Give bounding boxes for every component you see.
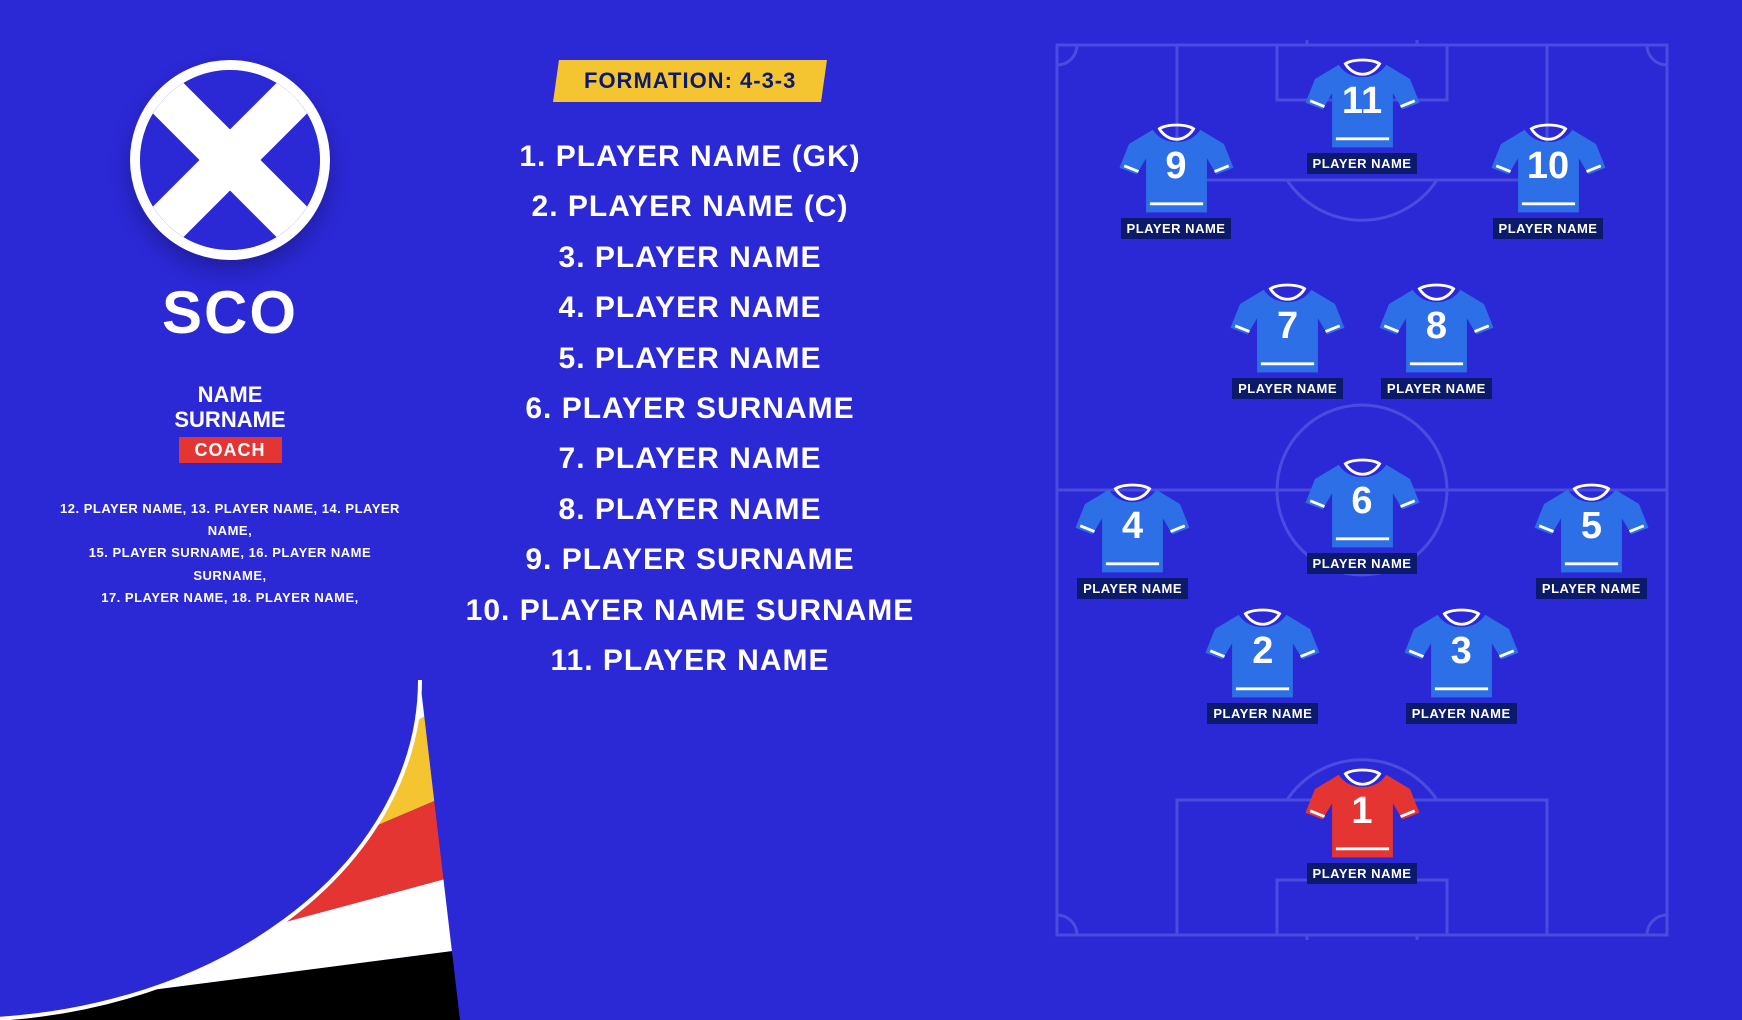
pitch-player-label: PLAYER NAME	[1307, 153, 1418, 174]
jersey-number: 7	[1230, 305, 1345, 348]
jersey-number: 9	[1119, 145, 1234, 188]
pitch-player-label: PLAYER NAME	[1381, 378, 1492, 399]
coach-name-block: NAME SURNAME COACH	[60, 382, 400, 463]
pitch-player-5: 5 PLAYER NAME	[1526, 485, 1656, 599]
jersey-icon: 4	[1075, 485, 1190, 580]
lineup-item: 9. PLAYER SURNAME	[430, 535, 950, 585]
lineup-item: 2. PLAYER NAME (C)	[430, 182, 950, 232]
jersey-number: 3	[1404, 630, 1519, 673]
pitch-player-4: 4 PLAYER NAME	[1068, 485, 1198, 599]
jersey-icon: 11	[1305, 60, 1420, 155]
country-code: SCO	[60, 278, 400, 347]
lineup-item: 10. PLAYER NAME SURNAME	[430, 586, 950, 636]
subs-line: 15. PLAYER SURNAME, 16. PLAYER NAME SURN…	[60, 542, 400, 586]
pitch-player-label: PLAYER NAME	[1307, 863, 1418, 884]
jersey-icon: 9	[1119, 125, 1234, 220]
jersey-number: 5	[1534, 505, 1649, 548]
formation-badge: FORMATION: 4-3-3	[553, 60, 827, 102]
pitch-diagram: 11 PLAYER NAME 9 PLAYER NAME 10 PLAYER N…	[1052, 40, 1672, 940]
lineup-item: 3. PLAYER NAME	[430, 233, 950, 283]
pitch-player-label: PLAYER NAME	[1493, 218, 1604, 239]
pitch-player-11: 11 PLAYER NAME	[1297, 60, 1427, 174]
jersey-icon: 7	[1230, 285, 1345, 380]
jersey-number: 4	[1075, 505, 1190, 548]
jersey-icon: 8	[1379, 285, 1494, 380]
pitch-player-label: PLAYER NAME	[1077, 578, 1188, 599]
lineup-item: 1. PLAYER NAME (GK)	[430, 132, 950, 182]
lineup-panel: FORMATION: 4-3-3 1. PLAYER NAME (GK)2. P…	[430, 60, 950, 686]
jersey-icon: 6	[1305, 460, 1420, 555]
jersey-number: 10	[1491, 145, 1606, 188]
jersey-number: 11	[1305, 80, 1420, 123]
lineup-item: 11. PLAYER NAME	[430, 636, 950, 686]
jersey-icon: 1	[1305, 770, 1420, 865]
lineup-item: 4. PLAYER NAME	[430, 283, 950, 333]
lineup-item: 8. PLAYER NAME	[430, 485, 950, 535]
coach-surname: SURNAME	[60, 407, 400, 432]
jersey-number: 2	[1205, 630, 1320, 673]
jersey-icon: 2	[1205, 610, 1320, 705]
pitch-player-3: 3 PLAYER NAME	[1396, 610, 1526, 724]
team-flag	[130, 60, 330, 260]
jersey-icon: 3	[1404, 610, 1519, 705]
pitch-player-label: PLAYER NAME	[1307, 553, 1418, 574]
pitch-player-2: 2 PLAYER NAME	[1198, 610, 1328, 724]
pitch-player-1: 1 PLAYER NAME	[1297, 770, 1427, 884]
pitch-player-label: PLAYER NAME	[1232, 378, 1343, 399]
subs-line: 17. PLAYER NAME, 18. PLAYER NAME,	[60, 587, 400, 609]
jersey-number: 1	[1305, 790, 1420, 833]
pitch-player-label: PLAYER NAME	[1406, 703, 1517, 724]
jersey-icon: 10	[1491, 125, 1606, 220]
coach-first-name: NAME	[60, 382, 400, 407]
decorative-rays	[0, 640, 460, 1020]
lineup-item: 7. PLAYER NAME	[430, 434, 950, 484]
pitch-player-10: 10 PLAYER NAME	[1483, 125, 1613, 239]
jersey-number: 8	[1379, 305, 1494, 348]
formation-text: FORMATION: 4-3-3	[584, 68, 796, 94]
pitch-player-label: PLAYER NAME	[1207, 703, 1318, 724]
lineup-item: 5. PLAYER NAME	[430, 334, 950, 384]
player-list: 1. PLAYER NAME (GK)2. PLAYER NAME (C)3. …	[430, 132, 950, 686]
pitch-player-6: 6 PLAYER NAME	[1297, 460, 1427, 574]
subs-line: 12. PLAYER NAME, 13. PLAYER NAME, 14. PL…	[60, 498, 400, 542]
jersey-number: 6	[1305, 480, 1420, 523]
lineup-item: 6. PLAYER SURNAME	[430, 384, 950, 434]
substitutes-list: 12. PLAYER NAME, 13. PLAYER NAME, 14. PL…	[60, 498, 400, 608]
pitch-player-label: PLAYER NAME	[1121, 218, 1232, 239]
pitch-player-7: 7 PLAYER NAME	[1223, 285, 1353, 399]
pitch-player-8: 8 PLAYER NAME	[1371, 285, 1501, 399]
coach-badge: COACH	[179, 437, 282, 464]
team-info-panel: SCO NAME SURNAME COACH 12. PLAYER NAME, …	[60, 60, 400, 609]
jersey-icon: 5	[1534, 485, 1649, 580]
pitch-player-label: PLAYER NAME	[1536, 578, 1647, 599]
pitch-player-9: 9 PLAYER NAME	[1111, 125, 1241, 239]
